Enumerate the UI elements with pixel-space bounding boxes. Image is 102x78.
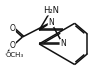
Text: OCH₃: OCH₃ — [6, 52, 24, 58]
Text: N: N — [48, 18, 54, 27]
Text: N: N — [60, 39, 66, 48]
Text: H₂N: H₂N — [43, 6, 59, 15]
Text: O: O — [10, 41, 16, 50]
Text: O: O — [10, 24, 16, 33]
